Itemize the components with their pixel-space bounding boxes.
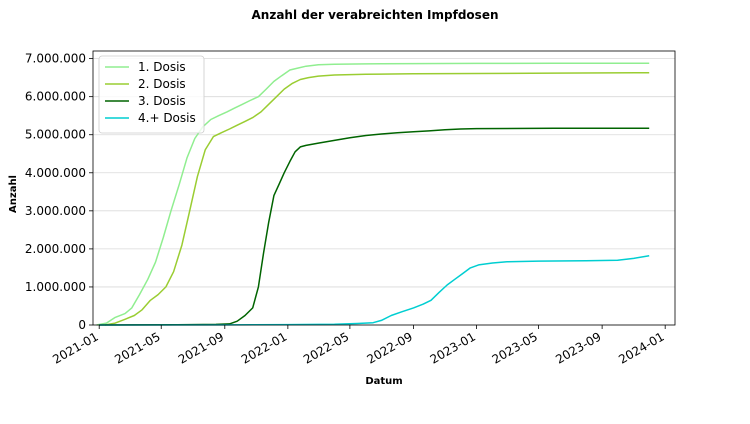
y-axis: 0 1.000.000 2.000.000 3.000.000 4.000.000 5.0… [25,52,93,332]
x-tick-label: 2021-09 [176,329,226,366]
x-tick-label: 2021-01 [50,329,100,366]
x-tick-label: 2022-05 [301,329,351,366]
series-line-1 [96,62,650,326]
legend: 1. Dosis 2. Dosis 3. Dosis 4.+ Dosis [98,55,205,134]
chart-title: Anzahl der verabreichten Impfdosen [252,8,499,22]
y-tick-label: 0 [78,318,86,332]
x-axis-label: Datum [365,376,402,387]
legend-label: 4.+ Dosis [138,111,196,125]
y-tick-label: 4.000.000 [25,166,86,180]
series-lines [96,62,650,326]
x-tick-label: 2022-01 [239,329,289,366]
x-tick-label: 2023-01 [428,329,478,366]
x-tick-label: 2022-09 [365,329,415,366]
y-tick-label: 3.000.000 [25,204,86,218]
y-tick-label: 2.000.000 [25,242,86,256]
plot-frame [92,50,676,326]
legend-label: 3. Dosis [138,94,186,108]
y-tick-label: 6.000.000 [25,90,86,104]
legend-label: 2. Dosis [138,77,186,91]
x-tick-label: 2024-01 [616,329,666,366]
x-tick-label: 2021-05 [112,329,162,366]
x-axis: 2021-01 2021-05 2021-09 2022-01 2022-05 2022-… [50,325,667,367]
series-line-4 [99,254,650,326]
y-tick-label: 5.000.000 [25,128,86,142]
y-tick-label: 1.000.000 [25,280,86,294]
x-tick-label: 2023-09 [553,329,603,366]
y-tick-label: 7.000.000 [25,52,86,66]
series-line-3 [99,127,650,326]
y-axis-label: Anzahl [8,175,19,213]
legend-box [98,55,205,134]
x-tick-label: 2023-05 [490,329,540,366]
legend-label: 1. Dosis [138,60,186,74]
series-line-2 [104,71,650,326]
